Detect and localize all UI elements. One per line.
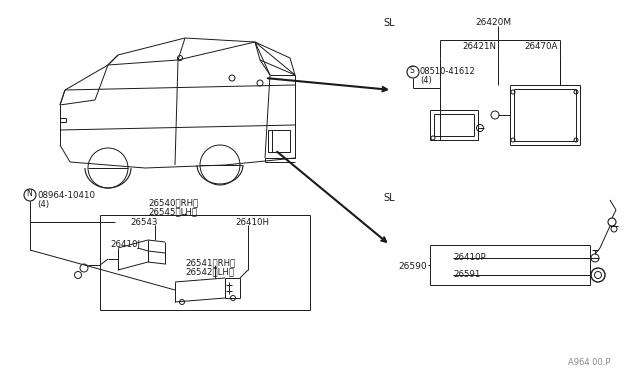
Text: 26590: 26590 [398,262,427,271]
Text: 26591: 26591 [453,270,481,279]
Text: (4): (4) [37,200,49,209]
Text: 26410P: 26410P [453,253,486,262]
Text: 26543: 26543 [130,218,157,227]
Text: 26410J: 26410J [110,240,140,249]
Text: (4): (4) [420,76,432,85]
Text: S: S [410,65,414,74]
Text: 26545（LH）: 26545（LH） [148,207,197,216]
Text: SL: SL [383,193,395,203]
Text: 26410H: 26410H [235,218,269,227]
Text: 26421N: 26421N [462,42,496,51]
Text: 08510-41612: 08510-41612 [420,67,476,76]
Text: 26470A: 26470A [524,42,557,51]
Text: 26542（LH）: 26542（LH） [185,267,234,276]
Text: SL: SL [383,18,395,28]
Text: 26540（RH）: 26540（RH） [148,198,198,207]
Text: 26420M: 26420M [475,18,511,27]
Bar [268,130,290,152]
Text: 26541（RH）: 26541（RH） [185,258,236,267]
Text: 08964-10410: 08964-10410 [37,191,95,200]
Text: A964 00.P: A964 00.P [568,358,611,367]
Text: N: N [26,189,32,198]
